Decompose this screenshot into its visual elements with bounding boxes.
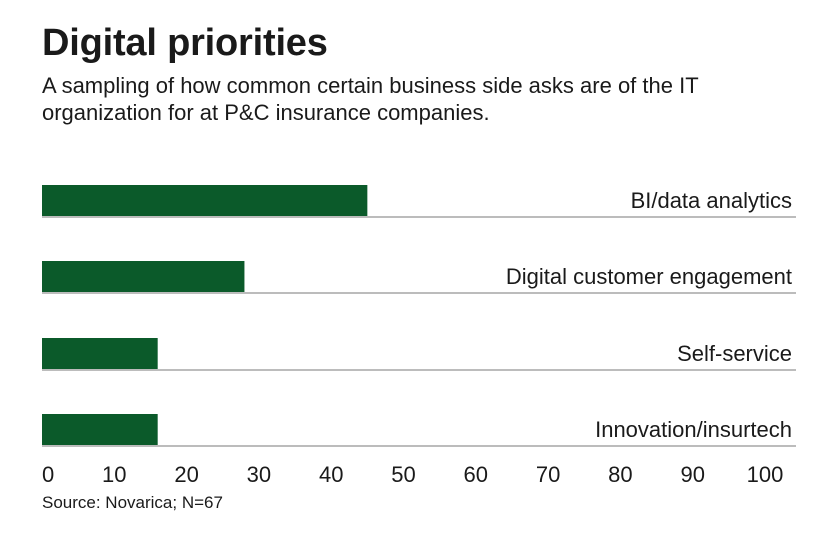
bar-1 xyxy=(42,261,245,292)
bar-0 xyxy=(42,185,368,216)
x-tick-label-60: 60 xyxy=(464,462,488,487)
x-tick-label-80: 80 xyxy=(608,462,632,487)
category-label-1: Digital customer engagement xyxy=(506,264,792,289)
x-tick-label-30: 30 xyxy=(247,462,271,487)
x-tick-label-0: 0 xyxy=(42,462,54,487)
category-label-0: BI/data analytics xyxy=(631,188,792,213)
chart-subtitle: A sampling of how common certain busines… xyxy=(42,73,699,125)
bar-3 xyxy=(42,414,158,445)
chart-title: Digital priorities xyxy=(42,22,328,64)
source-note: Source: Novarica; N=67 xyxy=(42,493,223,512)
x-tick-label-90: 90 xyxy=(680,462,704,487)
x-tick-label-20: 20 xyxy=(174,462,198,487)
category-label-3: Innovation/insurtech xyxy=(595,417,792,442)
x-tick-label-70: 70 xyxy=(536,462,560,487)
x-tick-label-40: 40 xyxy=(319,462,343,487)
bar-2 xyxy=(42,338,158,369)
category-label-2: Self-service xyxy=(677,341,792,366)
x-tick-label-100: 100 xyxy=(747,462,784,487)
x-tick-label-10: 10 xyxy=(102,462,126,487)
x-tick-label-50: 50 xyxy=(391,462,415,487)
